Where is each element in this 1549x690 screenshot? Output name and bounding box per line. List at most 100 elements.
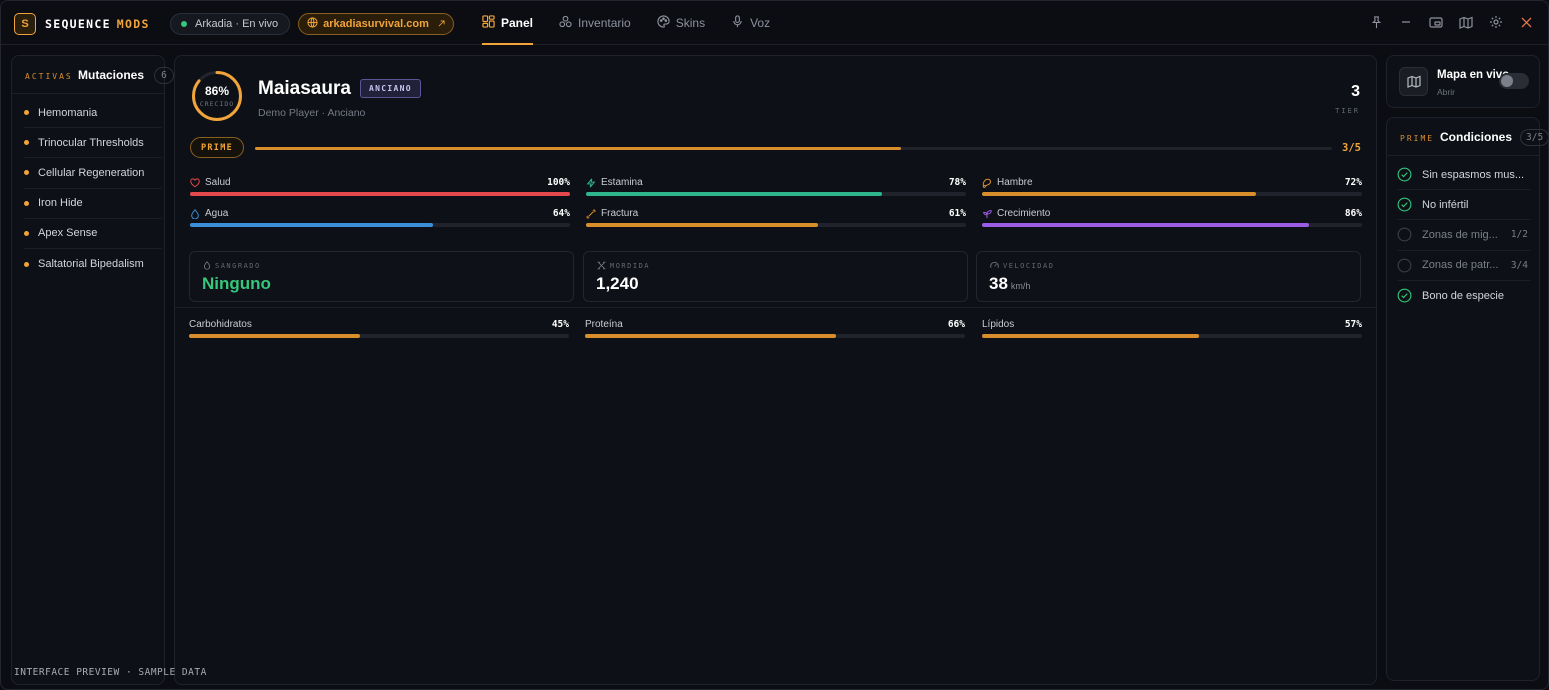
stat-label: Fractura: [601, 208, 639, 219]
list-item[interactable]: No infértil: [1397, 190, 1531, 221]
live-map-toggle[interactable]: [1499, 73, 1529, 89]
overlay-icon[interactable]: [1428, 14, 1444, 30]
nutrient-carbs: Carbohidratos 45%: [189, 319, 569, 341]
list-item[interactable]: Zonas de patr... 3/4: [1397, 251, 1531, 281]
empty-circle-icon: [1397, 228, 1412, 242]
stat-bar-fill: [982, 192, 1256, 196]
stat-estamina: Estamina 78%: [586, 177, 966, 199]
pin-icon[interactable]: [1368, 14, 1384, 30]
mutation-label: Trinocular Thresholds: [38, 136, 144, 149]
stat-bar-fill: [586, 223, 818, 227]
card-unit: km/h: [1010, 281, 1031, 291]
nutrient-bar: [189, 334, 569, 338]
nutrient-bar-fill: [982, 334, 1199, 338]
prime-badge: PRIME: [190, 137, 244, 158]
stat-bar: [190, 192, 570, 196]
external-link-icon: [438, 18, 445, 30]
nutrient-bar-fill: [585, 334, 836, 338]
mutations-panel: ACTIVAS Mutaciones 6 Hemomania Trinocula…: [11, 55, 174, 685]
list-item[interactable]: Iron Hide: [24, 189, 162, 219]
preview-note: INTERFACE PREVIEW · SAMPLE DATA: [14, 667, 207, 678]
section-divider: [175, 307, 1376, 308]
website-link-button[interactable]: arkadiasurvival.com: [298, 13, 454, 35]
mutations-header: ACTIVAS Mutaciones 6: [12, 56, 174, 94]
nutrient-value: 66%: [947, 319, 965, 330]
inventory-icon: [559, 15, 572, 31]
list-item[interactable]: Apex Sense: [24, 219, 162, 249]
card-value: Ninguno: [202, 274, 271, 293]
growth-ring: [192, 71, 242, 121]
stat-bar-fill: [586, 192, 883, 196]
tier-value: 3: [1351, 83, 1360, 100]
nutrient-label: Carbohidratos: [189, 319, 252, 330]
bite-card: MORDIDA 1,240: [583, 251, 968, 302]
growth-label: CRECIDO: [199, 100, 235, 108]
minimize-icon[interactable]: [1398, 14, 1414, 30]
bleeding-value: Ninguno: [202, 274, 271, 294]
list-item[interactable]: Bono de especie: [1397, 281, 1531, 311]
growth-percent: 86%: [204, 84, 230, 98]
card-label: MORDIDA: [610, 261, 651, 270]
list-item[interactable]: Hemomania: [24, 98, 162, 129]
list-item[interactable]: Trinocular Thresholds: [24, 128, 162, 159]
website-link-label: arkadiasurvival.com: [323, 18, 429, 30]
mutations-title: Mutaciones: [78, 68, 145, 82]
globe-icon: [307, 17, 318, 31]
stat-crecimiento: Crecimiento 86%: [982, 208, 1362, 230]
lightning-icon: [586, 178, 596, 187]
live-map-card[interactable]: Mapa en vivo Abrir: [1386, 55, 1540, 108]
bullet-dot: [24, 170, 29, 176]
map-icon[interactable]: [1458, 14, 1474, 30]
list-item[interactable]: Saltatorial Bipedalism: [24, 249, 162, 279]
tab-panel-label: Panel: [501, 16, 534, 30]
list-item[interactable]: Zonas de mig... 1/2: [1397, 220, 1531, 251]
bullet-dot: [24, 230, 29, 236]
stat-agua: Agua 64%: [190, 208, 570, 230]
tab-skins[interactable]: Skins: [657, 1, 705, 45]
stat-bar: [586, 223, 966, 227]
mutations-list: Hemomania Trinocular Thresholds Cellular…: [24, 98, 162, 279]
conditions-panel: PRIME Condiciones 3/5 Sin espasmos mus..…: [1386, 117, 1548, 681]
stat-value: 72%: [1344, 177, 1362, 188]
nutrient-value: 57%: [1344, 319, 1362, 330]
close-icon[interactable]: [1518, 14, 1534, 30]
conditions-count: 3/5: [1520, 129, 1548, 146]
check-circle-icon: [1397, 288, 1412, 303]
check-circle-icon: [1397, 197, 1412, 212]
mutations-tag: ACTIVAS: [25, 72, 73, 81]
tab-inventario[interactable]: Inventario: [559, 1, 631, 45]
mutation-label: Saltatorial Bipedalism: [38, 258, 144, 271]
server-status-pill[interactable]: Arkadia · En vivo: [170, 13, 291, 35]
card-label: VELOCIDAD: [1003, 261, 1055, 270]
list-item[interactable]: Cellular Regeneration: [24, 158, 162, 189]
stat-label: Hambre: [997, 177, 1033, 188]
stat-fractura: Fractura 61%: [586, 208, 966, 230]
condition-label: Zonas de mig...: [1422, 228, 1498, 241]
nutrient-bar-fill: [189, 334, 360, 338]
speed-value: 38 km/h: [989, 274, 1030, 294]
mutation-label: Apex Sense: [38, 227, 98, 240]
bullet-dot: [24, 261, 29, 267]
map-card-subtitle: Abrir: [1437, 87, 1455, 97]
card-label: SANGRADO: [215, 261, 261, 270]
list-item[interactable]: Sin espasmos mus...: [1397, 160, 1531, 191]
blood-drop-icon: [203, 261, 211, 270]
stat-bar: [190, 223, 570, 227]
tab-inventario-label: Inventario: [578, 16, 631, 30]
stat-bar-fill: [190, 223, 434, 227]
brand-name: SEQUENCE MODS: [45, 17, 150, 31]
heart-icon: [190, 177, 200, 187]
mutations-count: 6: [154, 67, 174, 84]
tab-panel[interactable]: Panel: [482, 1, 534, 45]
settings-icon[interactable]: [1488, 14, 1504, 30]
prime-progress-bar: [255, 147, 1332, 150]
condition-label: Sin espasmos mus...: [1422, 168, 1525, 181]
condition-label: No infértil: [1422, 198, 1469, 211]
stat-bar-fill: [982, 223, 1309, 227]
main-nav: Panel Inventario Skins Voz: [482, 1, 770, 45]
tab-voz[interactable]: Voz: [731, 1, 770, 45]
tier-label: TIER: [1335, 107, 1360, 115]
stat-hambre: Hambre 72%: [982, 177, 1362, 199]
toggle-knob: [1501, 75, 1513, 87]
